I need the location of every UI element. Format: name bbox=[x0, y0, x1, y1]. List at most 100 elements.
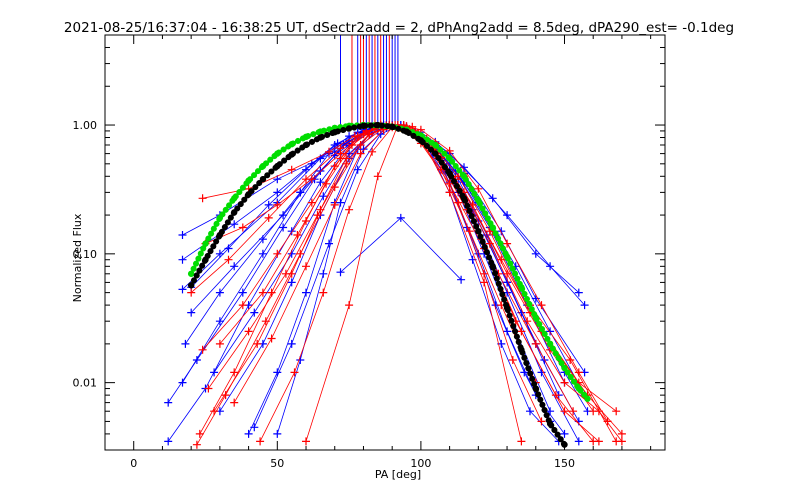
data-point bbox=[281, 269, 290, 278]
curve-point bbox=[388, 123, 396, 130]
data-point bbox=[230, 262, 239, 271]
data-point bbox=[503, 269, 512, 278]
data-point bbox=[198, 194, 207, 203]
data-point bbox=[273, 429, 282, 438]
data-point bbox=[373, 172, 382, 181]
curve-point bbox=[288, 151, 295, 158]
curve-point bbox=[446, 155, 453, 162]
data-point bbox=[204, 384, 213, 393]
data-point bbox=[287, 227, 296, 236]
data-point bbox=[302, 288, 310, 297]
data-point bbox=[215, 339, 224, 348]
data-point bbox=[258, 288, 267, 297]
series-line bbox=[202, 125, 623, 435]
data-point bbox=[488, 194, 497, 203]
data-point bbox=[445, 146, 454, 155]
data-point bbox=[273, 188, 282, 197]
data-point bbox=[376, 130, 385, 139]
y-tick-label: 0.01 bbox=[73, 377, 98, 390]
curve-point bbox=[446, 170, 453, 177]
data-point bbox=[244, 429, 253, 438]
curve-point bbox=[259, 162, 267, 170]
curve-point bbox=[575, 385, 583, 392]
data-point bbox=[353, 165, 362, 174]
data-point bbox=[302, 165, 310, 174]
data-point bbox=[302, 217, 310, 225]
data-point bbox=[531, 249, 540, 258]
data-point bbox=[537, 417, 546, 426]
data-point bbox=[195, 429, 204, 438]
data-point bbox=[192, 356, 201, 364]
curve-point bbox=[518, 284, 525, 291]
data-point bbox=[178, 378, 187, 387]
data-point bbox=[302, 175, 310, 184]
data-point bbox=[224, 255, 233, 264]
series-line bbox=[213, 125, 574, 412]
data-point bbox=[264, 200, 273, 209]
data-point bbox=[244, 327, 253, 336]
curve-point bbox=[374, 121, 382, 129]
x-tick-label: 0 bbox=[130, 457, 137, 470]
data-point bbox=[497, 227, 506, 236]
data-point bbox=[520, 368, 529, 377]
data-point bbox=[256, 437, 265, 446]
data-point bbox=[617, 429, 626, 438]
data-point bbox=[345, 205, 354, 214]
curve-point bbox=[417, 137, 425, 144]
data-point bbox=[353, 132, 362, 141]
data-point bbox=[531, 339, 540, 348]
curve-point bbox=[475, 227, 482, 235]
data-point bbox=[221, 391, 230, 400]
data-point bbox=[273, 249, 282, 258]
series-line bbox=[182, 124, 585, 383]
x-tick-label: 50 bbox=[270, 457, 284, 470]
data-point bbox=[551, 391, 560, 400]
curve-point bbox=[331, 128, 338, 136]
curve-point bbox=[475, 197, 482, 204]
data-point bbox=[250, 423, 259, 432]
data-point bbox=[261, 317, 270, 326]
curve-point bbox=[489, 224, 496, 231]
data-point bbox=[546, 327, 555, 336]
data-point bbox=[617, 437, 626, 446]
curve-point bbox=[231, 195, 238, 202]
data-point bbox=[279, 211, 288, 220]
curve-point bbox=[503, 253, 511, 260]
data-point bbox=[537, 368, 546, 377]
data-point bbox=[336, 268, 345, 277]
data-point bbox=[215, 249, 224, 258]
data-point bbox=[210, 407, 219, 416]
curve-point bbox=[187, 270, 195, 277]
curve-point bbox=[187, 282, 195, 289]
curve-point bbox=[432, 150, 439, 157]
curve-point bbox=[302, 141, 310, 149]
data-point bbox=[264, 213, 273, 222]
curve-point bbox=[274, 150, 281, 157]
data-point bbox=[164, 398, 173, 407]
curve-point bbox=[202, 256, 209, 263]
data-point bbox=[187, 288, 196, 297]
data-point bbox=[325, 239, 333, 248]
curve-point bbox=[489, 263, 496, 270]
data-point bbox=[330, 200, 339, 209]
data-point bbox=[187, 308, 196, 317]
data-point bbox=[396, 213, 405, 222]
x-axis-label: PA [deg] bbox=[375, 468, 421, 481]
data-point bbox=[612, 407, 621, 416]
data-point bbox=[508, 356, 517, 364]
data-point bbox=[319, 269, 328, 278]
chart-title: 2021-08-25/16:37:04 - 16:38:25 UT, dSect… bbox=[64, 20, 734, 36]
curve-point bbox=[460, 195, 468, 202]
series-line bbox=[340, 217, 462, 280]
series-line bbox=[208, 125, 594, 412]
data-point bbox=[302, 262, 310, 271]
data-point bbox=[230, 220, 239, 229]
model-curve bbox=[188, 122, 591, 402]
curve-point bbox=[202, 240, 209, 247]
curve-point bbox=[503, 304, 511, 312]
curve-point bbox=[345, 125, 353, 132]
curve-point bbox=[561, 364, 568, 372]
curve-point bbox=[532, 385, 539, 392]
data-point bbox=[589, 407, 598, 416]
data-point bbox=[178, 255, 187, 264]
